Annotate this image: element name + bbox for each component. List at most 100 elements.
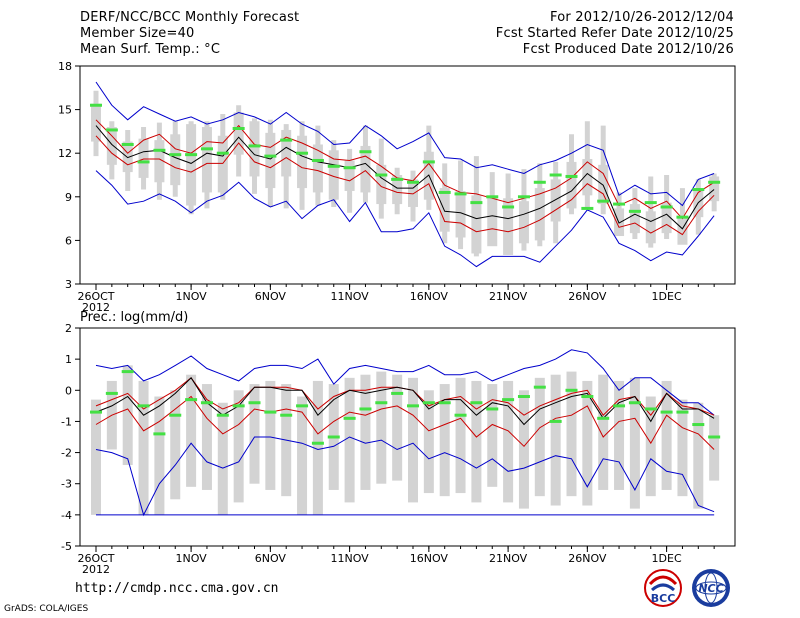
max-line [95, 81, 715, 207]
median-marker [438, 401, 451, 405]
median-marker [90, 103, 102, 107]
y-tick-label: 15 [58, 104, 72, 117]
y-tick-label: 0 [65, 384, 72, 397]
ensemble-box [487, 196, 498, 247]
median-marker [708, 435, 721, 439]
median-marker [264, 410, 277, 414]
ensemble-box [471, 380, 482, 503]
ensemble-box [598, 164, 609, 205]
median-marker [185, 153, 198, 157]
median-marker [676, 215, 689, 219]
ensemble-box [249, 121, 260, 177]
ensemble-box [360, 145, 371, 193]
median-marker [153, 432, 166, 436]
median-marker [200, 401, 213, 405]
median-marker [628, 209, 641, 213]
ensemble-box [661, 202, 672, 234]
median-marker [137, 404, 150, 408]
ensemble-box [312, 144, 323, 193]
ensemble-box [138, 380, 149, 515]
min-line [95, 170, 715, 268]
ensemble-mean-line [95, 125, 715, 230]
median-marker [517, 195, 530, 199]
max-line [95, 349, 715, 416]
ensemble-box [249, 384, 260, 484]
upper-spread-line [95, 119, 715, 220]
ensemble-box [122, 365, 133, 466]
ensemble-box [297, 135, 308, 189]
ensemble-box [186, 124, 197, 206]
median-marker [660, 205, 673, 209]
ensemble-box [138, 138, 149, 178]
ensemble-box [408, 179, 418, 207]
ensemble-box [709, 415, 720, 481]
median-marker [454, 192, 467, 196]
median-marker [581, 395, 594, 399]
median-marker [597, 416, 610, 420]
median-marker [692, 423, 705, 427]
median-marker [327, 435, 340, 439]
plot-frame [79, 65, 736, 285]
median-marker [407, 404, 419, 408]
median-marker [153, 148, 166, 152]
x-tick-label: 11NOV [330, 290, 369, 303]
ensemble-box [186, 374, 197, 487]
ensemble-box [328, 150, 339, 200]
median-marker [708, 180, 721, 184]
member-size: Member Size=40 [80, 26, 195, 41]
x-tick-label: 1NOV [175, 290, 207, 303]
ensemble-box [122, 141, 133, 173]
median-marker [359, 407, 372, 411]
median-marker [343, 166, 356, 170]
ensemble-box [534, 377, 545, 497]
ensemble-box [360, 374, 371, 490]
x-tick-label: 11NOV [330, 552, 369, 565]
ensemble-box [661, 380, 672, 490]
y-tick-label: 6 [65, 234, 72, 247]
ensemble-box [582, 380, 593, 506]
ensemble-box [344, 160, 355, 191]
ensemble-box [455, 377, 466, 494]
median-marker [644, 407, 657, 411]
median-marker [343, 416, 356, 420]
y-tick-label: 9 [65, 191, 72, 204]
ensemble-box [201, 127, 212, 193]
median-marker [105, 391, 118, 395]
ensemble-box [408, 377, 418, 503]
median-marker [375, 173, 388, 177]
ensemble-box [693, 402, 704, 509]
median-marker [105, 128, 118, 132]
ensemble-box [471, 195, 482, 254]
median-marker [391, 177, 404, 181]
ensemble-box [392, 374, 403, 481]
median-marker [549, 419, 562, 423]
y-tick-label: -2 [61, 447, 72, 460]
ensemble-box [170, 390, 181, 500]
ensemble-box [503, 380, 514, 503]
ensemble-box [582, 159, 593, 196]
median-marker [200, 147, 213, 151]
median-marker [264, 154, 277, 158]
median-marker [311, 441, 324, 445]
ensemble-box [709, 176, 720, 202]
x-tick-label: 21NOV [489, 552, 528, 565]
x-tick-label: 26OCT [77, 552, 114, 565]
forecast-period: For 2012/10/26-2012/12/04 [550, 10, 734, 25]
ensemble-box [614, 380, 625, 490]
ensemble-box [265, 132, 276, 189]
median-marker [502, 398, 515, 402]
ensemble-box [217, 402, 228, 515]
median-marker [90, 410, 102, 414]
x-tick-label: 26OCT [77, 290, 114, 303]
ensemble-box [170, 134, 181, 186]
ensemble-box [645, 396, 656, 497]
ensemble-box [154, 140, 165, 183]
ensemble-box [439, 384, 450, 497]
median-marker [216, 151, 229, 155]
ensemble-box [376, 164, 387, 205]
median-marker [407, 180, 419, 184]
x-tick-label: 16NOV [410, 552, 449, 565]
ensemble-box [518, 390, 529, 509]
source-url[interactable]: http://cmdp.ncc.cma.gov.cn [75, 581, 279, 596]
